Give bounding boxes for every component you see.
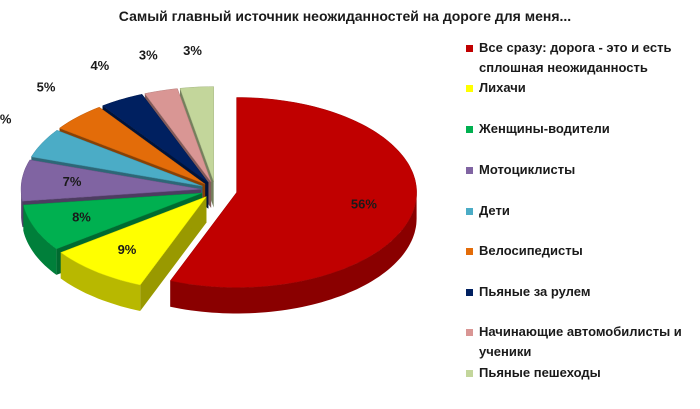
legend-swatch <box>466 289 473 296</box>
legend-item: Дети <box>466 201 696 221</box>
data-label: 3% <box>139 47 158 62</box>
slice-side <box>170 192 417 314</box>
slice-side <box>60 252 141 311</box>
legend-label: Начинающие автомобилисты и ученики <box>479 324 682 359</box>
data-label: 5% <box>0 112 12 127</box>
slice-side <box>21 189 23 228</box>
legend-item: Начинающие автомобилисты и ученики <box>466 322 696 362</box>
slice <box>23 192 203 250</box>
legend-item: Женщины-водители <box>466 119 696 139</box>
chart-title: Самый главный источник неожиданностей на… <box>118 8 572 24</box>
slice-side <box>23 205 57 275</box>
data-label: 56% <box>351 197 377 212</box>
legend-label: Пьяные за рулем <box>479 284 591 299</box>
slice <box>179 86 214 182</box>
legend-item: Велосипедисты <box>466 241 696 261</box>
legend-label: Мотоциклисты <box>479 162 576 177</box>
legend-item: Пьяные за рулем <box>466 282 696 302</box>
legend-label: Дети <box>479 203 510 218</box>
data-label: 4% <box>90 58 109 73</box>
legend-label: Пьяные пешеходы <box>479 365 601 380</box>
slice <box>60 196 208 286</box>
slice <box>58 106 206 185</box>
slice <box>169 97 417 288</box>
legend-swatch <box>466 329 473 336</box>
data-label: 3% <box>183 43 202 58</box>
legend-swatch <box>466 208 473 215</box>
legend-swatch <box>466 167 473 174</box>
data-label: 9% <box>118 242 137 257</box>
slice <box>20 159 202 202</box>
legend-label: Лихачи <box>479 80 526 95</box>
data-label: 8% <box>72 210 91 225</box>
legend-item: Пьяные пешеходы <box>466 363 696 383</box>
legend-item: Мотоциклисты <box>466 160 696 180</box>
legend-item: Лихачи <box>466 78 696 98</box>
slice <box>101 94 209 183</box>
legend-swatch <box>466 126 473 133</box>
slice <box>30 130 203 187</box>
legend-swatch <box>466 370 473 377</box>
legend-swatch <box>466 85 473 92</box>
slice <box>144 88 212 183</box>
legend-label: Все сразу: дорога - это и есть сплошная … <box>479 40 672 75</box>
legend-swatch <box>466 248 473 255</box>
legend-swatch <box>466 45 473 52</box>
legend-label: Женщины-водители <box>479 121 610 136</box>
legend-label: Велосипедисты <box>479 243 583 258</box>
data-label: 5% <box>37 80 56 95</box>
legend-item: Все сразу: дорога - это и есть сплошная … <box>466 38 696 78</box>
data-label: 7% <box>63 174 82 189</box>
